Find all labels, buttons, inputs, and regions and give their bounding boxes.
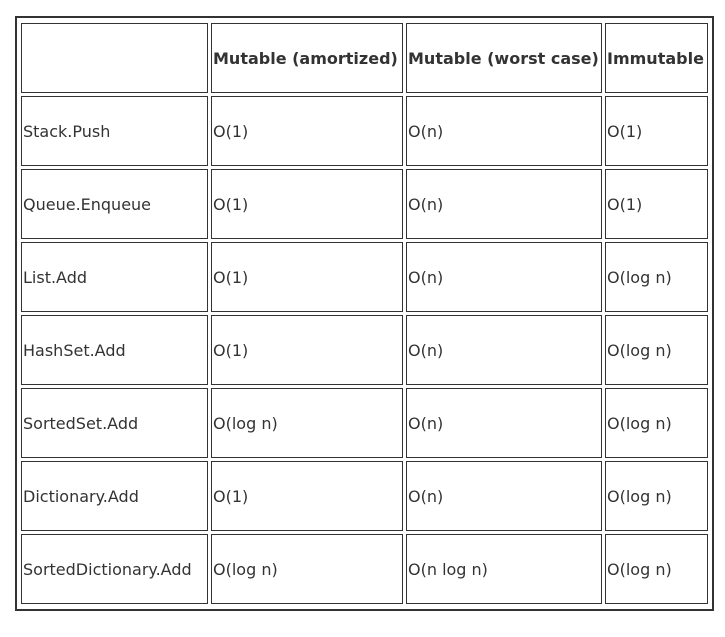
table-row: List.Add O(1) O(n) O(log n) xyxy=(21,242,708,312)
header-row: Mutable (amortized) Mutable (worst case)… xyxy=(21,23,708,93)
complexity-cell: O(1) xyxy=(211,315,403,385)
complexity-cell: O(log n) xyxy=(605,315,708,385)
complexity-cell: O(1) xyxy=(605,96,708,166)
complexity-cell: O(n) xyxy=(406,169,602,239)
complexity-cell: O(log n) xyxy=(605,242,708,312)
table-row: Dictionary.Add O(1) O(n) O(log n) xyxy=(21,461,708,531)
complexity-cell: O(n) xyxy=(406,461,602,531)
header-cell xyxy=(21,23,208,93)
complexity-cell: O(log n) xyxy=(605,461,708,531)
complexity-cell: O(1) xyxy=(211,461,403,531)
operation-cell: Stack.Push xyxy=(21,96,208,166)
operation-cell: SortedSet.Add xyxy=(21,388,208,458)
complexity-cell: O(1) xyxy=(211,242,403,312)
operation-cell: List.Add xyxy=(21,242,208,312)
complexity-cell: O(n) xyxy=(406,242,602,312)
complexity-cell: O(1) xyxy=(605,169,708,239)
table-row: Queue.Enqueue O(1) O(n) O(1) xyxy=(21,169,708,239)
complexity-cell: O(log n) xyxy=(211,388,403,458)
operation-cell: Dictionary.Add xyxy=(21,461,208,531)
operation-cell: HashSet.Add xyxy=(21,315,208,385)
complexity-cell: O(n) xyxy=(406,315,602,385)
complexity-cell: O(1) xyxy=(211,169,403,239)
complexity-cell: O(1) xyxy=(211,96,403,166)
operation-cell: Queue.Enqueue xyxy=(21,169,208,239)
complexity-cell: O(n) xyxy=(406,96,602,166)
complexity-cell: O(n log n) xyxy=(406,534,602,604)
table-row: SortedSet.Add O(log n) O(n) O(log n) xyxy=(21,388,708,458)
header-cell: Mutable (worst case) xyxy=(406,23,602,93)
table-row: HashSet.Add O(1) O(n) O(log n) xyxy=(21,315,708,385)
table-row: Stack.Push O(1) O(n) O(1) xyxy=(21,96,708,166)
header-cell: Immutable xyxy=(605,23,708,93)
complexity-table: Mutable (amortized) Mutable (worst case)… xyxy=(15,16,714,611)
complexity-cell: O(log n) xyxy=(211,534,403,604)
table-row: SortedDictionary.Add O(log n) O(n log n) O(… xyxy=(21,534,708,604)
complexity-cell: O(log n) xyxy=(605,388,708,458)
complexity-cell: O(log n) xyxy=(605,534,708,604)
operation-cell: SortedDictionary.Add xyxy=(21,534,208,604)
complexity-cell: O(n) xyxy=(406,388,602,458)
header-cell: Mutable (amortized) xyxy=(211,23,403,93)
